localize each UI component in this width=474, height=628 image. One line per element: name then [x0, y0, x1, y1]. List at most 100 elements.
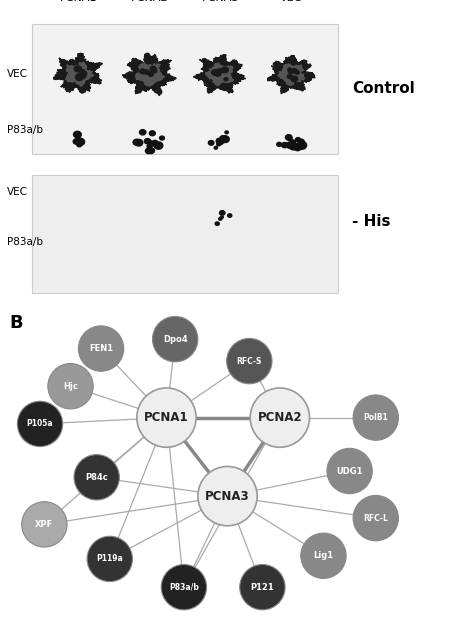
Circle shape: [80, 73, 86, 78]
Circle shape: [147, 145, 151, 148]
Text: B: B: [9, 314, 23, 332]
Polygon shape: [267, 55, 315, 94]
Circle shape: [160, 136, 164, 140]
Circle shape: [288, 68, 292, 71]
Circle shape: [154, 142, 163, 149]
Circle shape: [152, 140, 158, 145]
Circle shape: [144, 70, 149, 74]
Circle shape: [219, 217, 222, 220]
Circle shape: [216, 69, 221, 73]
Text: P121: P121: [251, 583, 274, 592]
Ellipse shape: [353, 395, 399, 440]
Circle shape: [291, 76, 298, 82]
Ellipse shape: [240, 565, 285, 610]
Circle shape: [77, 143, 82, 147]
Circle shape: [74, 66, 82, 72]
Text: - His: - His: [352, 214, 391, 229]
Circle shape: [75, 74, 83, 80]
Circle shape: [228, 214, 232, 217]
Circle shape: [218, 140, 223, 144]
Ellipse shape: [22, 502, 67, 547]
Text: P105a: P105a: [27, 420, 53, 428]
Circle shape: [146, 148, 152, 154]
Circle shape: [298, 144, 302, 149]
Circle shape: [219, 210, 225, 215]
FancyBboxPatch shape: [32, 24, 337, 154]
Circle shape: [148, 72, 154, 77]
Text: UDG1: UDG1: [337, 467, 363, 475]
Polygon shape: [206, 63, 234, 86]
Text: VEC: VEC: [7, 69, 28, 79]
Polygon shape: [122, 53, 176, 96]
Text: PCNA1: PCNA1: [59, 0, 97, 3]
Ellipse shape: [161, 565, 207, 610]
Polygon shape: [135, 62, 165, 87]
Circle shape: [148, 141, 155, 146]
Circle shape: [215, 72, 221, 77]
Circle shape: [225, 131, 228, 134]
Circle shape: [73, 131, 81, 138]
Ellipse shape: [153, 317, 198, 362]
Circle shape: [80, 70, 84, 73]
Circle shape: [289, 143, 298, 150]
Polygon shape: [65, 62, 93, 87]
Circle shape: [133, 139, 140, 145]
Text: VEC: VEC: [280, 0, 303, 3]
Circle shape: [220, 216, 223, 219]
Circle shape: [294, 145, 301, 151]
Circle shape: [290, 140, 295, 144]
Ellipse shape: [250, 388, 310, 447]
Ellipse shape: [87, 536, 132, 582]
Ellipse shape: [327, 448, 372, 494]
Ellipse shape: [137, 388, 196, 447]
Ellipse shape: [78, 326, 124, 371]
Text: Hjc: Hjc: [63, 382, 78, 391]
Circle shape: [297, 141, 307, 149]
Circle shape: [295, 71, 299, 74]
Ellipse shape: [74, 455, 119, 500]
Circle shape: [150, 142, 154, 144]
Text: PolB1: PolB1: [364, 413, 388, 422]
Circle shape: [220, 139, 224, 143]
Circle shape: [209, 141, 214, 145]
Circle shape: [282, 143, 288, 148]
Circle shape: [76, 138, 85, 146]
Circle shape: [77, 140, 82, 144]
Circle shape: [288, 138, 292, 141]
Circle shape: [285, 134, 292, 140]
Circle shape: [216, 138, 222, 144]
Circle shape: [73, 139, 80, 144]
Circle shape: [222, 67, 228, 73]
Text: PCNA3: PCNA3: [201, 0, 239, 3]
Circle shape: [76, 74, 83, 80]
Circle shape: [217, 139, 221, 143]
Text: P83a/b: P83a/b: [7, 125, 43, 135]
Text: P83a/b: P83a/b: [7, 237, 43, 247]
Circle shape: [215, 222, 219, 225]
Polygon shape: [193, 55, 246, 93]
Text: P119a: P119a: [96, 555, 123, 563]
Circle shape: [219, 68, 224, 73]
Circle shape: [135, 139, 143, 146]
Text: Lig1: Lig1: [313, 551, 334, 560]
Circle shape: [221, 136, 229, 143]
Text: Dpo4: Dpo4: [163, 335, 188, 344]
Circle shape: [152, 69, 156, 72]
Circle shape: [292, 68, 297, 73]
Circle shape: [211, 70, 219, 75]
Circle shape: [75, 139, 79, 143]
Circle shape: [150, 67, 156, 71]
Circle shape: [153, 70, 157, 73]
Circle shape: [220, 136, 227, 141]
Text: RFC-L: RFC-L: [364, 514, 388, 522]
Text: FEN1: FEN1: [89, 344, 113, 353]
Text: XPF: XPF: [35, 520, 54, 529]
FancyBboxPatch shape: [32, 175, 337, 293]
Ellipse shape: [227, 338, 272, 384]
Circle shape: [299, 139, 304, 144]
Text: PCNA3: PCNA3: [205, 490, 250, 502]
Text: VEC: VEC: [7, 187, 28, 197]
Circle shape: [214, 146, 218, 149]
Circle shape: [147, 148, 155, 154]
Text: RFC-S: RFC-S: [237, 357, 262, 365]
